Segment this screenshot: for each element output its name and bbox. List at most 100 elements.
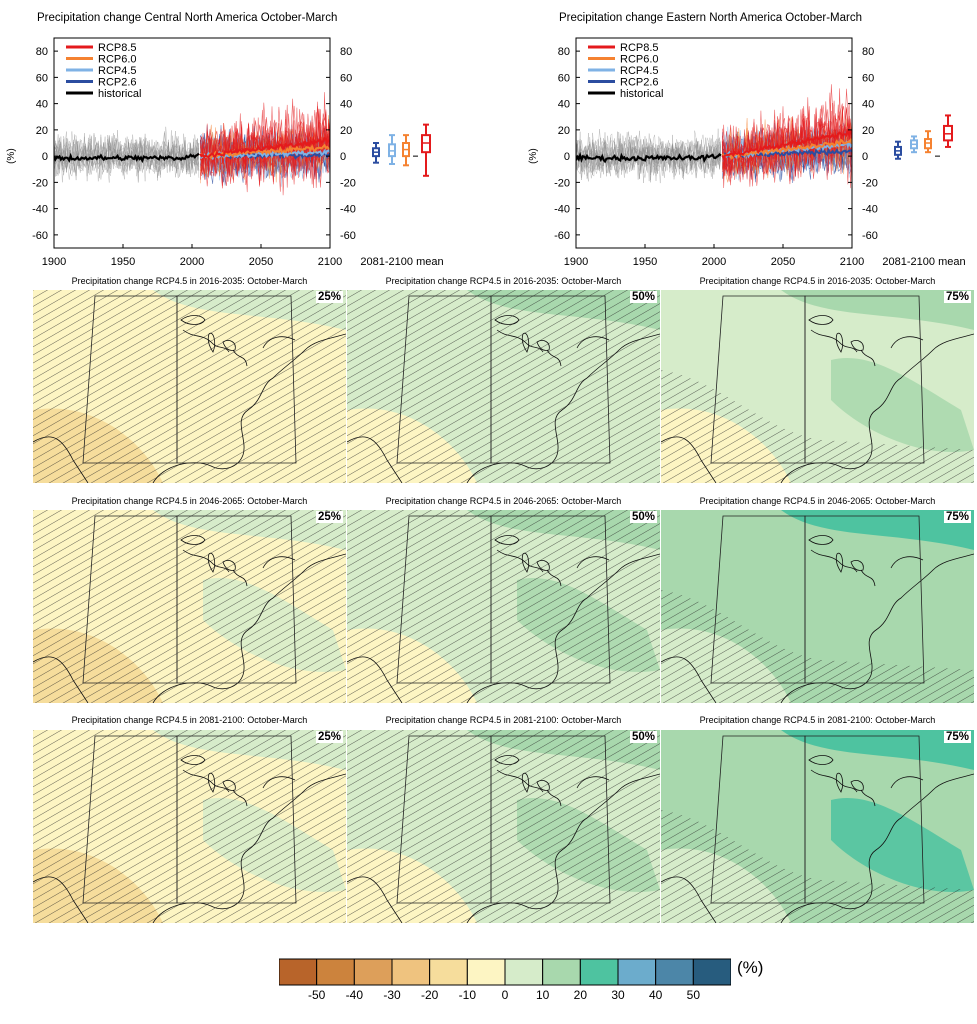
map-title: Precipitation change RCP4.5 in 2081-2100… [385, 715, 622, 725]
percentile-label: 50% [629, 291, 657, 303]
colorbar-tick-label: -30 [383, 988, 401, 1002]
colorbar-tick-label: 20 [573, 988, 588, 1002]
region-box-eastern [176, 515, 297, 684]
timeseries-chart-central: -60 -60 -40 -40 -20 -20 0 0 20 20 40 40 60 60 80 80 1900… [6, 37, 444, 268]
colorbar-cell [466, 958, 506, 986]
coastline [33, 769, 346, 923]
map-panel: 50% [347, 290, 660, 483]
legend-label: RCP4.5 [620, 65, 659, 77]
xtick-label: 2050 [771, 256, 795, 268]
colorbar-cell [391, 958, 431, 986]
ytick-label-left: 0 [42, 151, 48, 163]
legend-label: RCP8.5 [98, 42, 137, 54]
region-box-eastern [176, 295, 297, 464]
map-canvas [661, 510, 974, 703]
region-box-eastern [804, 515, 925, 684]
ytick-label-right: 0 [340, 151, 346, 163]
colorbar-tick-label: -40 [345, 988, 363, 1002]
colorbar-tick-label: 40 [648, 988, 663, 1002]
ytick-label-left: -60 [554, 230, 570, 242]
colorbar-cell [579, 958, 619, 986]
legend-label: RCP8.5 [620, 42, 659, 54]
timeseries-title-eastern: Precipitation change Eastern North Ameri… [559, 12, 862, 24]
legend-label: historical [620, 88, 663, 100]
scenario-member-RCP85 [200, 113, 330, 189]
map-region-east [831, 358, 974, 452]
ytick-label-left: -40 [32, 204, 48, 216]
percentile-label: 50% [629, 731, 657, 743]
scenario-member-RCP85 [200, 105, 330, 188]
colorbar-cell [617, 958, 657, 986]
map-region-wet [781, 290, 974, 330]
great-lakes [494, 755, 550, 793]
ytick-label-left: 0 [564, 151, 570, 163]
xtick-label: 1900 [42, 256, 66, 268]
ytick-label-left: 20 [36, 125, 48, 137]
map-canvas [661, 730, 974, 923]
ytick-label-left: 60 [36, 72, 48, 84]
ytick-label-left: 80 [558, 46, 570, 58]
coastline [33, 329, 346, 483]
map-panel: 25% [33, 510, 346, 703]
coastline [347, 329, 660, 483]
significance-hatching [33, 730, 346, 923]
colorbar-cell [316, 958, 355, 986]
great-lakes [494, 535, 550, 573]
historical-member [54, 126, 200, 183]
ytick-label-right: 80 [340, 46, 352, 58]
legend-label: RCP6.0 [98, 54, 137, 66]
map-title: Precipitation change RCP4.5 in 2016-2035… [699, 276, 936, 286]
colorbar-cell [429, 958, 468, 986]
map-canvas [661, 290, 974, 483]
ytick-label-left: -40 [554, 204, 570, 216]
legend-label: RCP2.6 [98, 77, 137, 89]
region-box-eastern [490, 515, 611, 684]
ytick-label-right: -40 [862, 204, 878, 216]
historical-member [54, 130, 200, 176]
ytick-label-right: 20 [340, 125, 352, 137]
colorbar-tick-label: -10 [458, 988, 476, 1002]
colorbar-tick-label: 10 [535, 988, 550, 1002]
plot-area [576, 84, 852, 189]
colorbar-cell [279, 958, 318, 986]
colorbar-cell [353, 958, 393, 986]
ytick-label-left: -20 [32, 177, 48, 189]
colorbar-tick-label: -20 [420, 988, 439, 1002]
coastline [661, 769, 974, 923]
ytick-label-left: 60 [558, 72, 570, 84]
significance-hatching [347, 290, 660, 483]
xtick-label: 2100 [840, 256, 864, 268]
coastline [347, 769, 660, 923]
scenario-mean-RCP85 [199, 136, 330, 159]
map-panel: 75% [661, 290, 974, 483]
xtick-label: 2100 [318, 256, 342, 268]
colorbar-cell [542, 958, 581, 986]
significance-hatching [347, 730, 660, 923]
map-canvas [33, 510, 346, 703]
scenario-member-RCP85 [722, 84, 852, 187]
ytick-label-right: 40 [862, 99, 874, 111]
scenario-member-RCP85 [722, 88, 852, 177]
historical-mean [54, 152, 200, 164]
region-box-eastern [804, 295, 925, 464]
map-canvas [33, 290, 346, 483]
xtick-label: 1900 [564, 256, 588, 268]
map-title: Precipitation change RCP4.5 in 2046-2065… [699, 496, 936, 506]
ytick-label-right: 60 [340, 72, 352, 84]
percentile-label: 25% [315, 291, 343, 303]
significance-hatching [33, 290, 346, 483]
region-box-eastern [490, 295, 611, 464]
ytick-label-right: 0 [862, 151, 868, 163]
percentile-label: 75% [943, 731, 971, 743]
map-region-east [831, 578, 974, 672]
ytick-label-right: -60 [862, 230, 878, 242]
scenario-mean-RCP60 [199, 143, 330, 160]
ytick-label-right: 20 [862, 125, 874, 137]
percentile-label: 25% [315, 731, 343, 743]
historical-member [576, 135, 722, 182]
colorbar-cell [692, 958, 731, 986]
map-canvas [347, 290, 660, 483]
great-lakes [180, 535, 236, 573]
map-panel: 50% [347, 730, 660, 923]
great-lakes [808, 315, 864, 353]
